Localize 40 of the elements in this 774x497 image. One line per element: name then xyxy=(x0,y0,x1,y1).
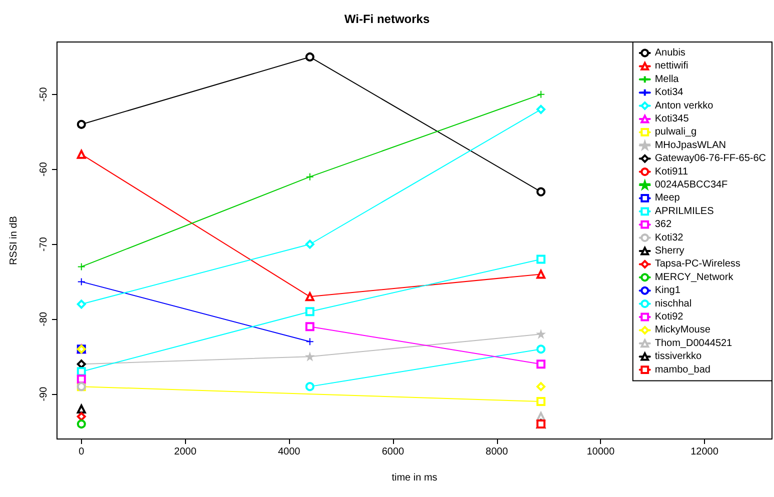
legend-label: nischhal xyxy=(654,298,692,310)
legend-label: Koti32 xyxy=(654,232,684,244)
legend-label: Koti34 xyxy=(654,87,684,98)
y-tick-label: -70 xyxy=(38,236,50,252)
legend-label: MHoJpasWLAN xyxy=(654,140,726,151)
legend-label: Koti92 xyxy=(654,312,684,322)
legend-label: Thom_D0044521 xyxy=(654,338,733,349)
x-tick-label: 2000 xyxy=(174,446,197,458)
legend-label: Tapsa-PC-Wireless xyxy=(654,258,740,270)
x-tick-label: 4000 xyxy=(278,446,301,458)
legend-label: Anton verkko xyxy=(654,100,714,112)
y-tick-label: -90 xyxy=(38,386,50,402)
x-tick-label: 8000 xyxy=(486,446,508,458)
y-tick-label: -50 xyxy=(38,86,50,102)
x-tick-label: 6000 xyxy=(382,446,405,458)
y-tick-label: -80 xyxy=(38,311,50,326)
x-tick-label: 0 xyxy=(78,446,85,458)
legend-label: MERCY_Network xyxy=(654,272,734,283)
legend-label: Mella xyxy=(654,74,680,85)
legend-label: MickyMouse xyxy=(654,324,711,336)
y-axis-title: RSSI in dB xyxy=(8,216,20,265)
legend-label: APRILMILES xyxy=(654,206,714,217)
legend-label: Gateway06-76-FF-65-6C xyxy=(654,153,766,164)
legend-label: tissiverkko xyxy=(654,351,702,362)
chart-title: Wi-Fi networks xyxy=(344,12,430,26)
x-tick-label: 10000 xyxy=(586,446,615,458)
legend-label: King1 xyxy=(654,285,681,296)
legend-label: nettiwifi xyxy=(654,60,688,72)
legend-label: Sherry xyxy=(654,246,684,256)
x-axis-title: time in ms xyxy=(392,472,438,484)
legend-label: Meep xyxy=(654,192,680,204)
legend-label: mambo_bad xyxy=(654,364,710,376)
legend-label: pulwali_g xyxy=(654,126,697,138)
y-tick-label: -60 xyxy=(38,162,50,177)
x-tick-label: 12000 xyxy=(690,446,719,458)
legend-label: 0024A5BCC34F xyxy=(654,180,728,190)
legend-label: Koti345 xyxy=(654,114,690,124)
legend-label: Anubis xyxy=(654,48,686,58)
legend-label: Koti911 xyxy=(654,166,688,178)
legend-label: 362 xyxy=(654,219,672,230)
